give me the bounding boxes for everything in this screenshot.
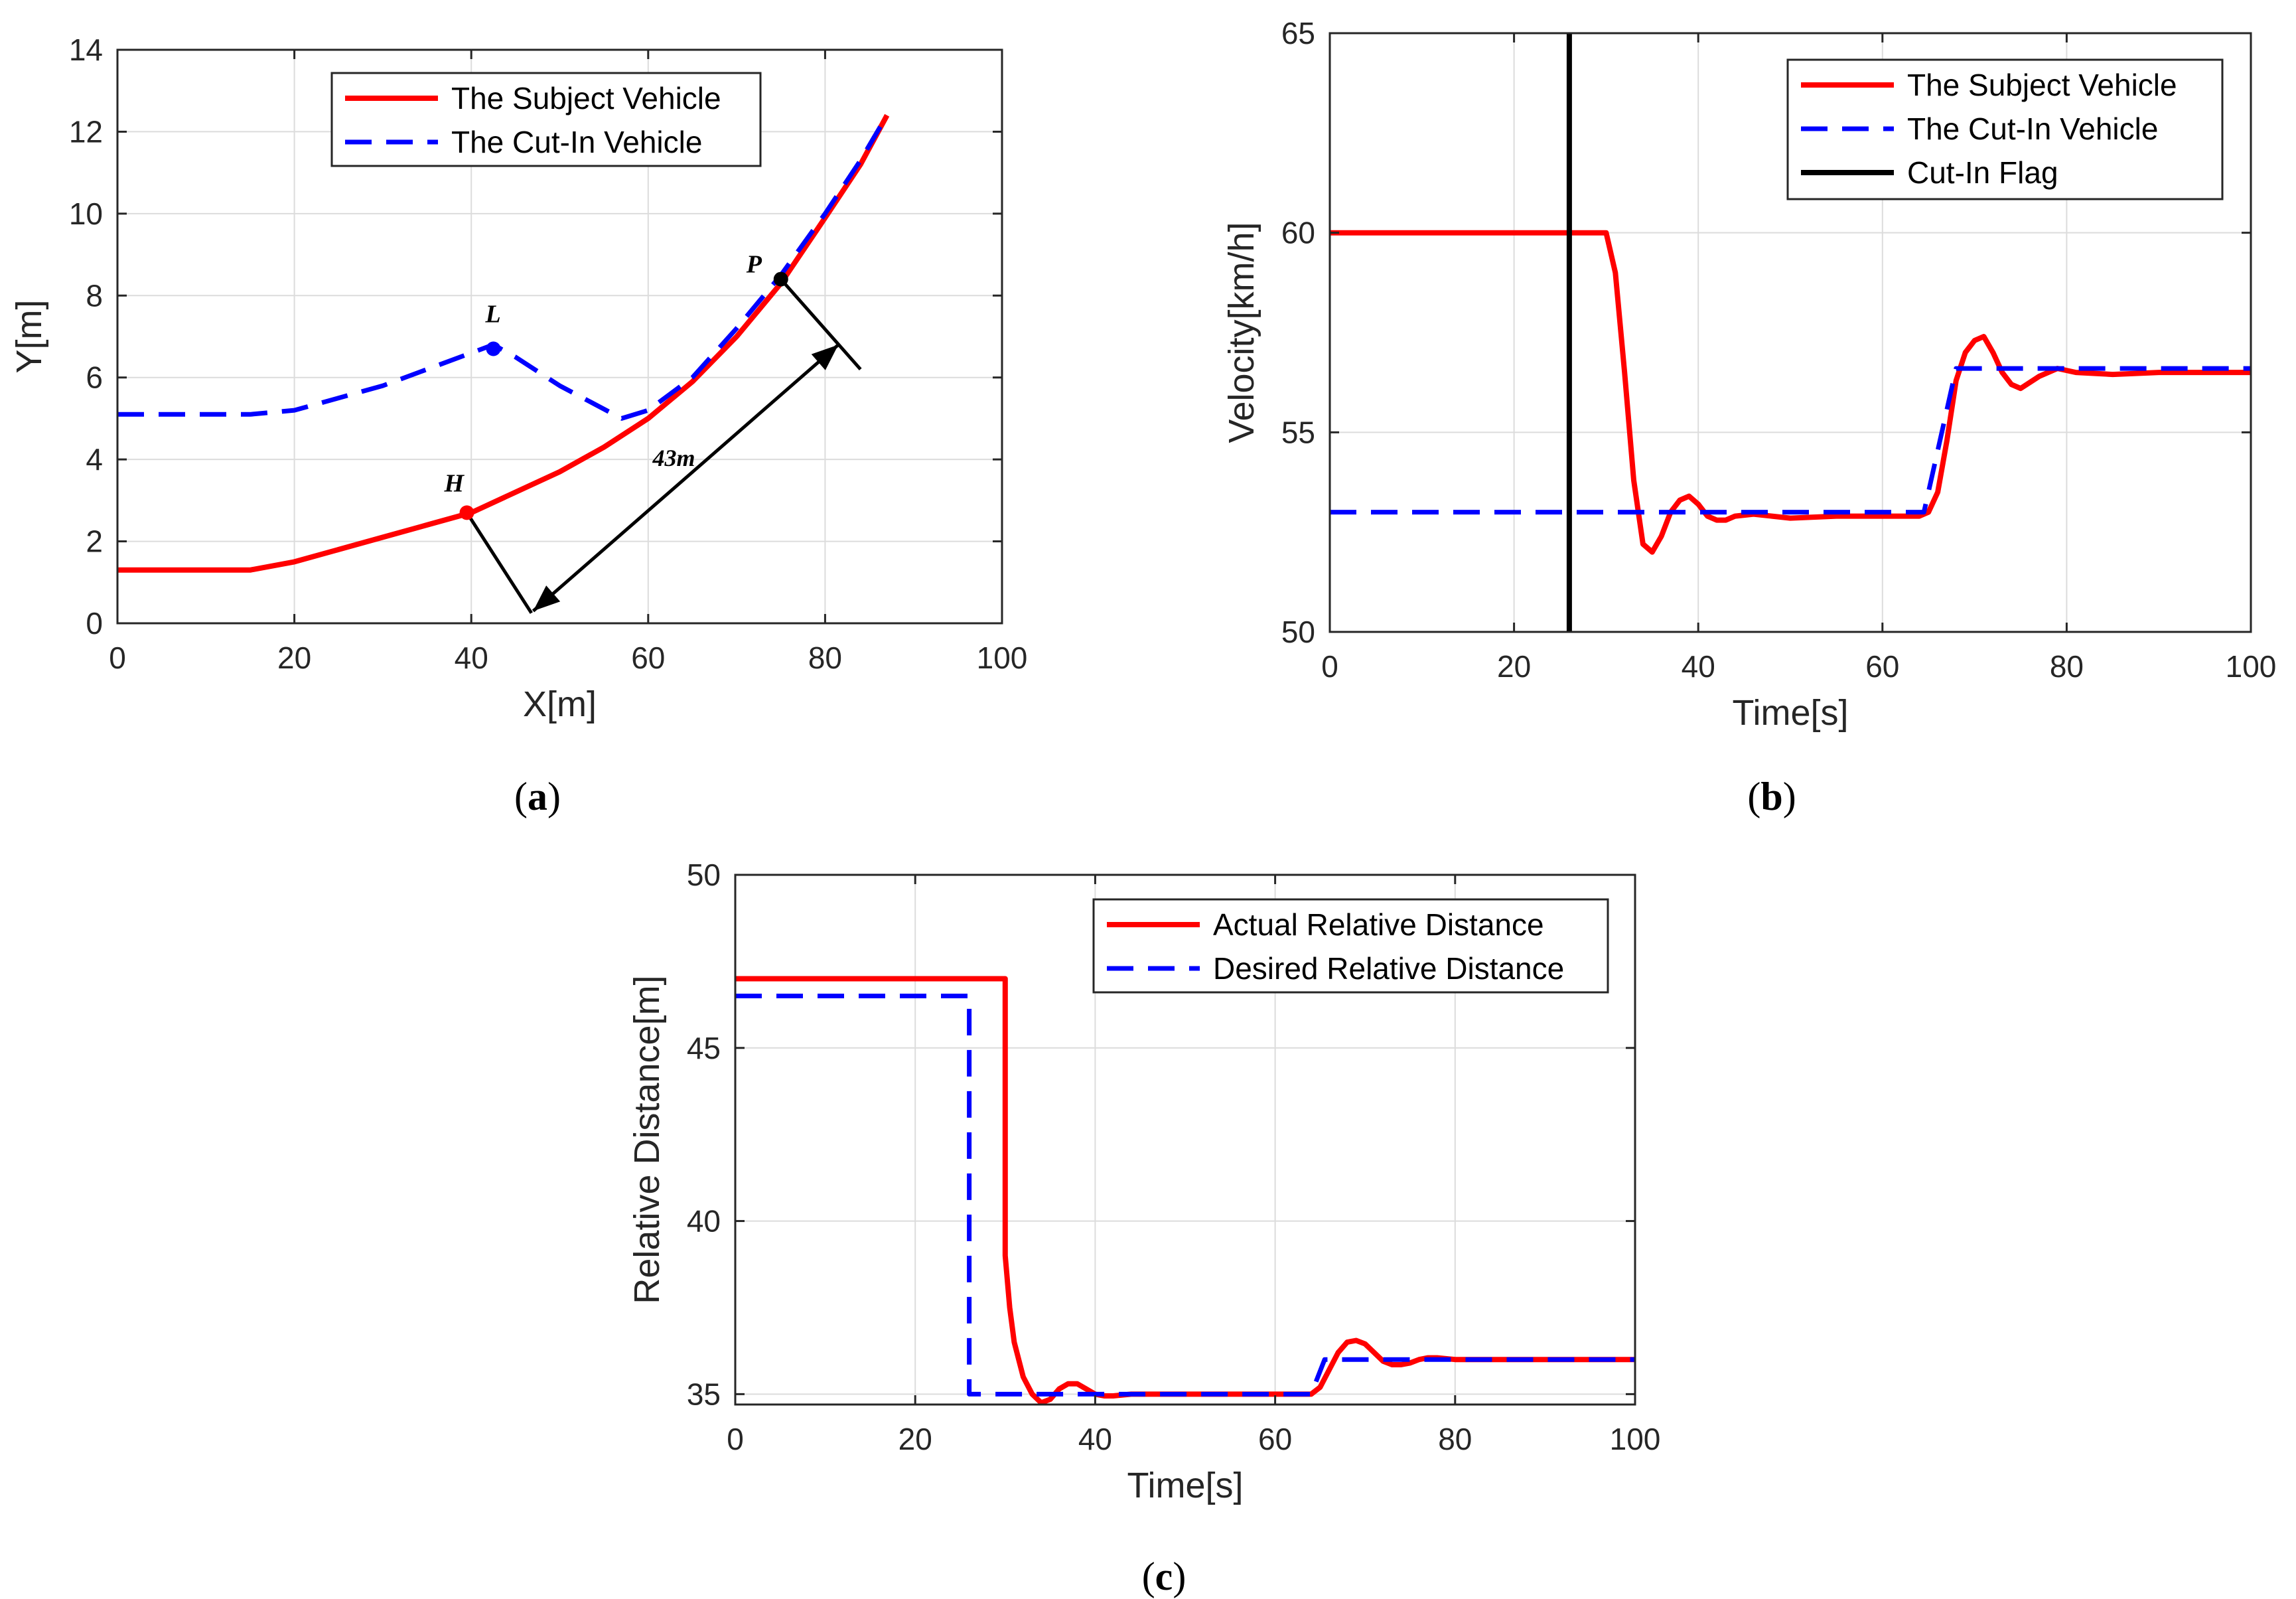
panel-b-chart: 0 20 40 60 80 100 50 55 60 65 Time[s] Velocity[km/h… bbox=[1222, 16, 2276, 818]
caption-paren-close: ) bbox=[1783, 775, 1796, 818]
y-tick-label: 10 bbox=[69, 196, 103, 231]
legend-entry: Desired Relative Distance bbox=[1213, 951, 1564, 986]
dimension-arrowhead bbox=[811, 344, 839, 370]
y-axis-label: Velocity[km/h] bbox=[1222, 222, 1261, 443]
y-tick-label: 8 bbox=[86, 278, 103, 313]
x-tick-label: 20 bbox=[1497, 649, 1531, 684]
point-label-h: H bbox=[444, 469, 465, 497]
x-tick-label: 80 bbox=[808, 641, 842, 675]
y-tick-label: 50 bbox=[1281, 615, 1315, 649]
y-tick-label: 0 bbox=[86, 606, 103, 641]
panel-caption: (a) bbox=[514, 775, 561, 818]
x-tick-label: 0 bbox=[109, 641, 126, 675]
legend-entry: The Subject Vehicle bbox=[451, 81, 721, 115]
y-tick-label: 65 bbox=[1281, 16, 1315, 50]
x-tick-label: 100 bbox=[977, 641, 1028, 675]
legend-entry: Actual Relative Distance bbox=[1213, 907, 1544, 942]
axes-box bbox=[734, 874, 1636, 1406]
x-tick-label: 40 bbox=[1078, 1422, 1112, 1456]
data-layer bbox=[735, 976, 1635, 1405]
series-line-desired-relative-distance bbox=[735, 994, 1635, 1397]
y-tick-label: 35 bbox=[687, 1377, 721, 1411]
caption-paren-open: ( bbox=[514, 775, 528, 818]
legend-entry: The Cut-In Vehicle bbox=[451, 125, 702, 159]
point-label-p: P bbox=[746, 251, 762, 279]
x-axis-label: Time[s] bbox=[1733, 693, 1849, 733]
dimension-label: 43m bbox=[652, 445, 695, 471]
legend-entry: The Subject Vehicle bbox=[1907, 68, 2177, 102]
x-tick-label: 80 bbox=[1438, 1422, 1472, 1456]
y-tick-label: 60 bbox=[1281, 216, 1315, 250]
series-line-the-cut-in-vehicle bbox=[117, 114, 889, 421]
y-tick-label: 12 bbox=[69, 114, 103, 149]
x-tick-label: 80 bbox=[2050, 649, 2084, 684]
x-tick-label: 20 bbox=[898, 1422, 932, 1456]
y-axis-label: Y[m] bbox=[9, 299, 49, 373]
point-marker-h bbox=[459, 505, 474, 520]
x-tick-label: 100 bbox=[2226, 649, 2277, 684]
panel-a-chart: 43m L H P 0 20 40 60 80 100 0 2 4 6 8 10 12 14 X[m] Y[m] The… bbox=[9, 33, 1027, 818]
y-tick-label: 4 bbox=[86, 442, 103, 477]
point-marker-l bbox=[486, 341, 501, 356]
legend-box bbox=[1092, 898, 1609, 994]
dimension-guide-line bbox=[779, 277, 862, 371]
caption-paren-open: ( bbox=[1747, 775, 1760, 818]
y-tick-label: 6 bbox=[86, 360, 103, 395]
y-tick-label: 45 bbox=[687, 1031, 721, 1065]
x-tick-label: 40 bbox=[455, 641, 488, 675]
x-tick-label: 20 bbox=[277, 641, 311, 675]
x-tick-label: 60 bbox=[1258, 1422, 1292, 1456]
x-axis-label: X[m] bbox=[523, 684, 597, 724]
series-line-the-subject-vehicle bbox=[1330, 230, 2251, 555]
caption-paren-close: ) bbox=[1173, 1555, 1186, 1598]
axes-box bbox=[1328, 32, 2252, 633]
dimension-arrow-line bbox=[532, 343, 840, 613]
dimension-arrowhead bbox=[533, 585, 561, 611]
legend-entry: Cut-In Flag bbox=[1907, 155, 2058, 190]
y-tick-label: 2 bbox=[86, 524, 103, 559]
dimension-guide-line bbox=[465, 512, 533, 614]
y-tick-label: 50 bbox=[687, 858, 721, 892]
panel-caption: (c) bbox=[1142, 1555, 1186, 1598]
series-line-actual-relative-distance bbox=[735, 976, 1635, 1405]
panel-caption: (b) bbox=[1747, 775, 1796, 818]
series-line-the-cut-in-vehicle bbox=[1330, 366, 2251, 515]
panel-c-chart: 0 20 40 60 80 100 35 40 45 50 Time[s] Relative Dist… bbox=[627, 858, 1660, 1598]
series-line-the-subject-vehicle bbox=[117, 114, 890, 573]
x-tick-label: 100 bbox=[1610, 1422, 1661, 1456]
axes-box bbox=[116, 48, 1003, 625]
point-label-l: L bbox=[485, 301, 501, 329]
caption-paren-close: ) bbox=[547, 775, 561, 818]
legend-box bbox=[330, 72, 762, 167]
caption-letter: b bbox=[1760, 775, 1782, 818]
data-layer bbox=[117, 114, 890, 573]
y-tick-label: 40 bbox=[687, 1204, 721, 1239]
x-tick-label: 0 bbox=[1321, 649, 1338, 684]
x-tick-label: 40 bbox=[1682, 649, 1715, 684]
legend-entry: The Cut-In Vehicle bbox=[1907, 112, 2158, 146]
x-tick-label: 60 bbox=[631, 641, 665, 675]
y-axis-label: Relative Distance[m] bbox=[627, 975, 667, 1304]
x-tick-label: 0 bbox=[727, 1422, 744, 1456]
point-marker-p bbox=[773, 271, 788, 287]
caption-letter: c bbox=[1155, 1555, 1173, 1598]
y-tick-label: 55 bbox=[1281, 415, 1315, 449]
y-tick-label: 14 bbox=[69, 33, 103, 67]
caption-paren-open: ( bbox=[1142, 1555, 1155, 1598]
x-axis-label: Time[s] bbox=[1127, 1466, 1244, 1505]
caption-letter: a bbox=[528, 775, 547, 818]
x-tick-label: 60 bbox=[1865, 649, 1899, 684]
data-layer bbox=[1330, 33, 2251, 632]
